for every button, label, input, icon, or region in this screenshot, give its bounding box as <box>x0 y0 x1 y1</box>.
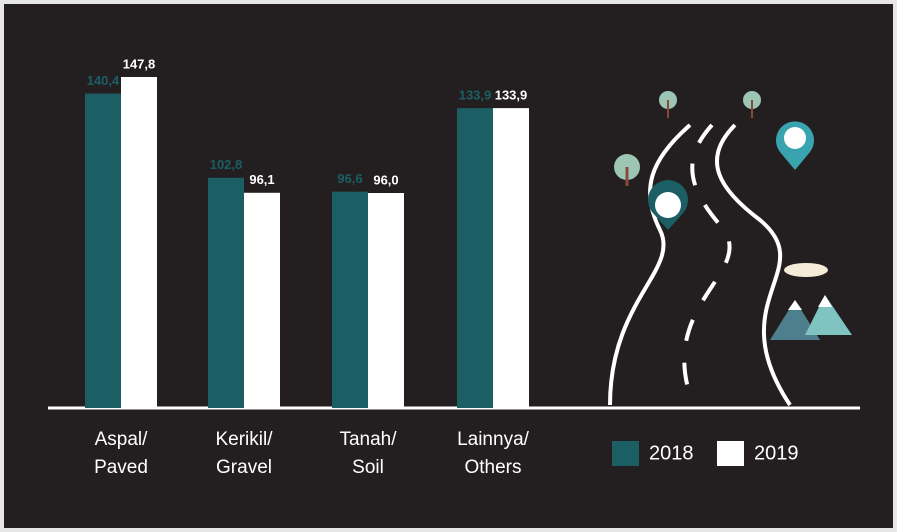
legend-swatch <box>612 441 639 466</box>
x-tick-label: Gravel <box>216 457 272 478</box>
value-label: 133,9 <box>495 88 528 103</box>
bar <box>244 193 280 408</box>
legend-label: 2018 <box>649 442 694 464</box>
bar <box>208 178 244 408</box>
page: Aspal/Paved 140,4147,8 Kerikil/Gravel 102,8… <box>0 0 897 532</box>
x-tick-label: Kerikil/ <box>215 429 273 450</box>
value-label: 147,8 <box>123 56 156 71</box>
bar <box>85 94 121 408</box>
x-tick-label: Tanah/ <box>339 429 397 450</box>
value-label: 102,8 <box>210 157 243 172</box>
value-label: 96,0 <box>373 172 398 187</box>
bar <box>457 108 493 408</box>
value-label: 96,6 <box>337 171 362 186</box>
value-label: 96,1 <box>249 172 274 187</box>
x-tick-label: Others <box>464 457 521 478</box>
bar <box>368 193 404 408</box>
x-tick-label: Aspal/ <box>95 429 149 450</box>
legend-label: 2019 <box>754 442 799 464</box>
chart: Aspal/Paved 140,4147,8 Kerikil/Gravel 102,8… <box>0 0 897 532</box>
x-tick-label: Soil <box>352 457 384 478</box>
bar <box>332 192 368 408</box>
bar <box>493 108 529 408</box>
x-tick-label: Paved <box>94 457 148 478</box>
legend-swatch <box>717 441 744 466</box>
bar <box>121 77 157 408</box>
value-label: 133,9 <box>459 88 492 103</box>
value-label: 140,4 <box>87 73 120 88</box>
x-tick-label: Lainnya/ <box>457 429 530 450</box>
